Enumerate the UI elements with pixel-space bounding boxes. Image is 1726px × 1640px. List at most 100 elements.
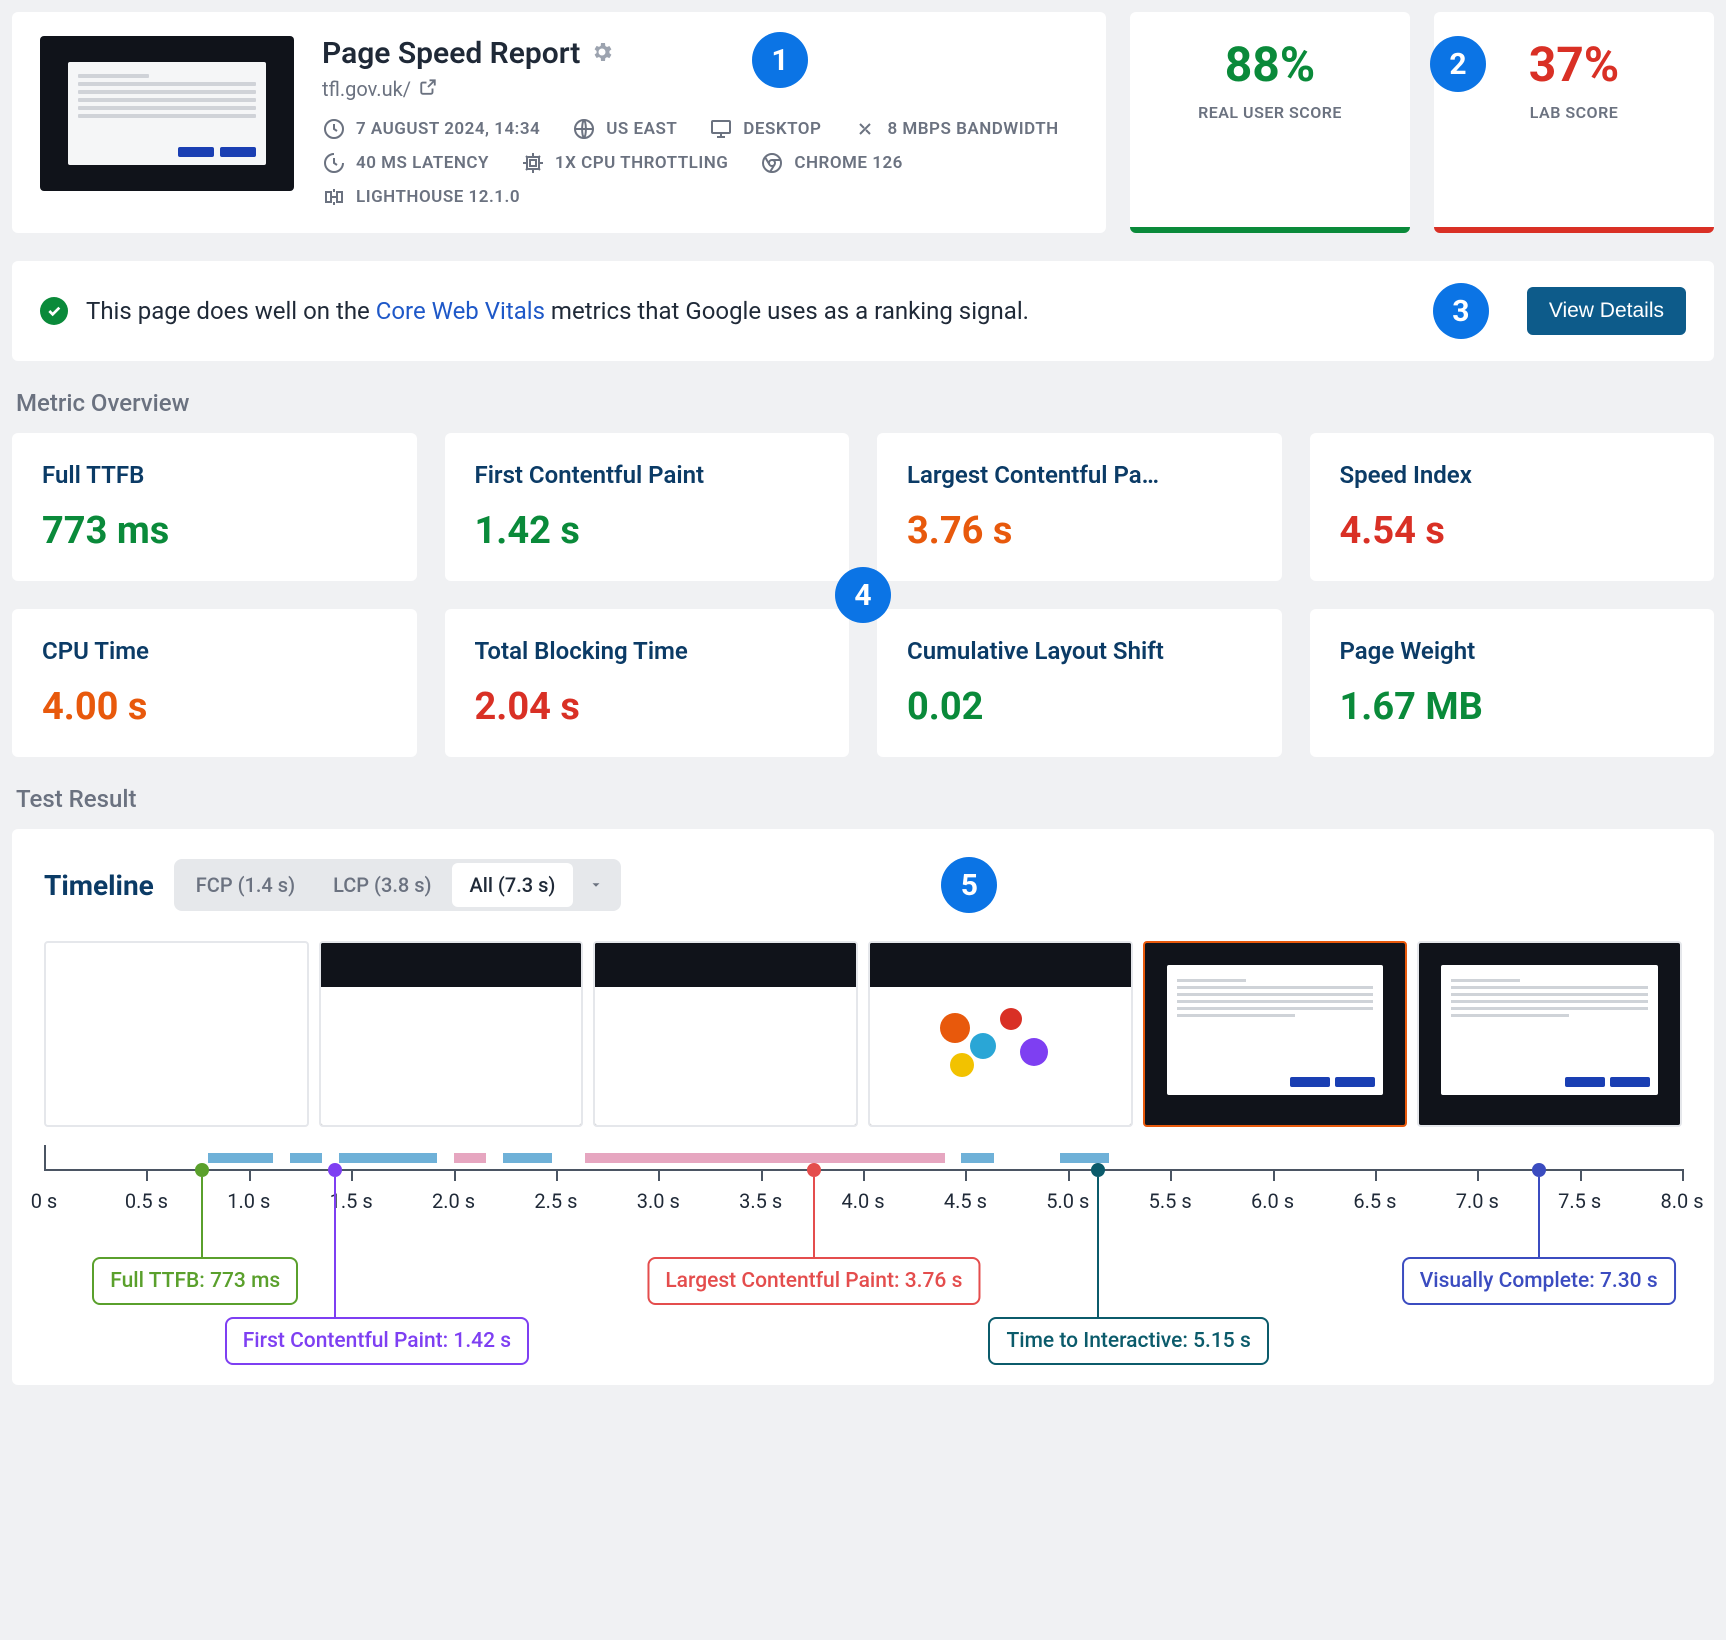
timeline-marker-dot — [1091, 1163, 1105, 1177]
annotation-badge-4: 4 — [835, 567, 891, 623]
metric-name: Total Blocking Time — [475, 637, 820, 665]
timeline-title: Timeline — [44, 869, 154, 902]
meta-region: US EAST — [572, 117, 677, 141]
axis-tick-label: 4.5 s — [944, 1189, 987, 1213]
external-link-icon[interactable] — [419, 77, 437, 101]
metric-card[interactable]: Cumulative Layout Shift0.02 — [877, 609, 1282, 757]
metric-name: CPU Time — [42, 637, 387, 665]
lab-score-label: LAB SCORE — [1434, 103, 1714, 122]
filmstrip-frame[interactable] — [1417, 941, 1682, 1127]
filmstrip-frame[interactable] — [44, 941, 309, 1127]
cwv-banner: This page does well on the Core Web Vita… — [12, 261, 1714, 361]
timeline-marker-label: Time to Interactive: 5.15 s — [988, 1317, 1268, 1365]
cpu-icon — [521, 151, 545, 175]
bandwidth-icon — [853, 117, 877, 141]
cwv-text-before: This page does well on the — [86, 297, 376, 325]
meta-device: DESKTOP — [709, 117, 821, 141]
metric-name: Full TTFB — [42, 461, 387, 489]
filmstrip-frame[interactable] — [593, 941, 858, 1127]
metric-value: 4.54 s — [1340, 509, 1685, 553]
axis-tick-label: 8.0 s — [1660, 1189, 1703, 1213]
axis-tick-label: 6.5 s — [1353, 1189, 1396, 1213]
annotation-badge-5: 5 — [941, 857, 997, 913]
latency-icon — [322, 151, 346, 175]
axis-tick-label: 3.5 s — [739, 1189, 782, 1213]
metric-overview-title: Metric Overview — [16, 389, 1714, 417]
metric-card[interactable]: CPU Time 4.00 s — [12, 609, 417, 757]
check-circle-icon — [40, 297, 68, 325]
view-details-button[interactable]: View Details — [1527, 287, 1686, 335]
metric-name: Page Weight — [1340, 637, 1685, 665]
metric-card[interactable]: Largest Contentful Pa… 3.76 s — [877, 433, 1282, 581]
meta-lighthouse: LIGHTHOUSE 12.1.0 — [322, 185, 520, 209]
page-title: Page Speed Report — [322, 36, 580, 71]
axis-tick-label: 4.0 s — [841, 1189, 884, 1213]
axis-tick-label: 5.0 s — [1046, 1189, 1089, 1213]
page-thumbnail — [40, 36, 294, 191]
metric-card[interactable]: First Contentful Paint 1.42 s — [445, 433, 850, 581]
filmstrip — [44, 941, 1682, 1127]
metric-value: 773 ms — [42, 509, 387, 553]
chrome-icon — [760, 151, 784, 175]
metric-card[interactable]: Page Weight 1.67 MB — [1310, 609, 1715, 757]
metric-name: Speed Index — [1340, 461, 1685, 489]
timeline-marker-line — [813, 1177, 815, 1257]
axis-tick-label: 6.0 s — [1251, 1189, 1294, 1213]
axis-tick-label: 7.0 s — [1456, 1189, 1499, 1213]
metric-name: Largest Contentful Pa… — [907, 461, 1252, 489]
metric-value: 1.42 s — [475, 509, 820, 553]
globe-icon — [572, 117, 596, 141]
filmstrip-frame[interactable] — [1143, 941, 1408, 1127]
real-user-score-card[interactable]: 88% REAL USER SCORE — [1130, 12, 1410, 233]
filmstrip-frame[interactable] — [868, 941, 1133, 1127]
timeline-marker-dot — [195, 1163, 209, 1177]
metric-name: First Contentful Paint — [475, 461, 820, 489]
meta-latency: 40 MS LATENCY — [322, 151, 489, 175]
meta-browser: CHROME 126 — [760, 151, 903, 175]
meta-bandwidth: 8 MBPS BANDWIDTH — [853, 117, 1058, 141]
metric-value: 3.76 s — [907, 509, 1252, 553]
annotation-badge-1: 1 — [752, 32, 808, 88]
annotation-badge-2: 2 — [1430, 36, 1486, 92]
timeline-marker-label: Visually Complete: 7.30 s — [1402, 1257, 1676, 1305]
timeline-marker-label: First Contentful Paint: 1.42 s — [225, 1317, 529, 1365]
timeline-axis: 0 s0.5 s1.0 s1.5 s2.0 s2.5 s3.0 s3.5 s4.… — [44, 1145, 1682, 1345]
metric-card[interactable]: Full TTFB 773 ms — [12, 433, 417, 581]
cwv-link[interactable]: Core Web Vitals — [376, 297, 545, 325]
chevron-down-icon — [589, 878, 603, 892]
axis-tick-label: 2.5 s — [534, 1189, 577, 1213]
real-user-score-label: REAL USER SCORE — [1130, 103, 1410, 122]
timeline-marker-line — [1097, 1177, 1099, 1317]
metric-card[interactable]: Total Blocking Time 2.04 s — [445, 609, 850, 757]
metric-name: Cumulative Layout Shift — [907, 637, 1252, 665]
gear-icon[interactable] — [590, 40, 614, 68]
metric-card[interactable]: Speed Index 4.54 s — [1310, 433, 1715, 581]
seg-fcp[interactable]: FCP (1.4 s) — [178, 863, 313, 907]
meta-cpu: 1X CPU THROTTLING — [521, 151, 728, 175]
seg-all[interactable]: All (7.3 s) — [452, 863, 574, 907]
axis-tick-label: 0 s — [31, 1189, 58, 1213]
timeline-marker-line — [334, 1177, 336, 1317]
cwv-text-after: metrics that Google uses as a ranking si… — [545, 297, 1029, 325]
seg-dropdown[interactable] — [575, 863, 617, 907]
timeline-segment-control: FCP (1.4 s) LCP (3.8 s) All (7.3 s) — [174, 859, 622, 911]
report-header: Page Speed Report tfl.gov.uk/ 7 AUGUST 2… — [12, 12, 1106, 233]
axis-tick-label: 2.0 s — [432, 1189, 475, 1213]
test-result-title: Test Result — [16, 785, 1714, 813]
metric-value: 2.04 s — [475, 685, 820, 729]
page-url[interactable]: tfl.gov.uk/ — [322, 77, 411, 101]
axis-tick-label: 3.0 s — [637, 1189, 680, 1213]
clock-icon — [322, 117, 346, 141]
desktop-icon — [709, 117, 733, 141]
timeline-marker-line — [201, 1177, 203, 1257]
real-user-score-value: 88% — [1130, 36, 1410, 93]
axis-tick-label: 1.0 s — [227, 1189, 270, 1213]
filmstrip-frame[interactable] — [319, 941, 584, 1127]
axis-tick-label: 0.5 s — [125, 1189, 168, 1213]
metric-value: 4.00 s — [42, 685, 387, 729]
timeline-marker-label: Largest Contentful Paint: 3.76 s — [647, 1257, 980, 1305]
metric-value: 1.67 MB — [1340, 685, 1685, 729]
timeline-marker-dot — [1532, 1163, 1546, 1177]
seg-lcp[interactable]: LCP (3.8 s) — [315, 863, 449, 907]
timeline-marker-dot — [328, 1163, 342, 1177]
